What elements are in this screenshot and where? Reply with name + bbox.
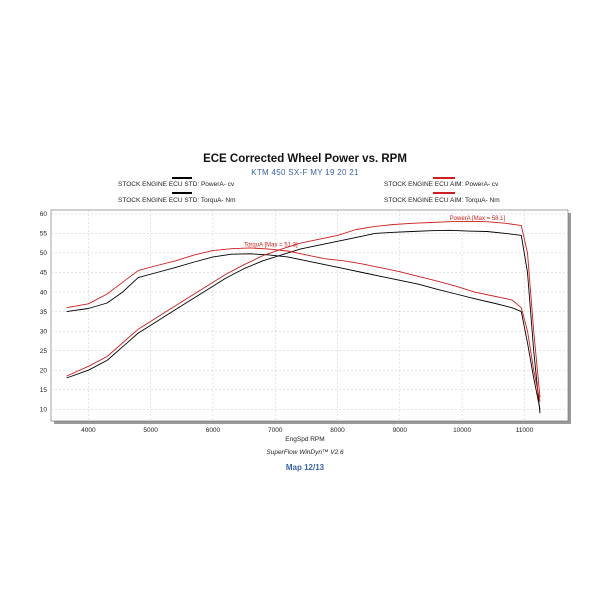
series-line-3: [66, 247, 541, 402]
map-label: Map 12/13: [285, 463, 325, 472]
legend-aim-power: STOCK ENGINE ECU AIM: PowerA- cv: [384, 181, 499, 188]
x-axis-label: EngSpd RPM: [285, 436, 324, 443]
x-tick-label: 9000: [393, 427, 408, 434]
y-tick-label: 20: [40, 367, 48, 374]
chart-title: ECE Corrected Wheel Power vs. RPM: [203, 153, 407, 165]
y-tick-label: 35: [40, 309, 48, 316]
legend-swatch-aim-power: [433, 177, 455, 179]
chart-subtitle: KTM 450 SX-F MY 19 20 21: [251, 168, 359, 177]
x-tick-label: 5000: [143, 427, 158, 434]
legend-swatch-std-torque: [172, 192, 192, 194]
legend-swatch-std-power: [172, 177, 192, 179]
y-tick-label: 30: [40, 328, 48, 335]
x-tick-label: 7000: [268, 427, 283, 434]
x-tick-label: 4000: [81, 427, 96, 434]
series-line-0: [66, 229, 541, 414]
y-tick-label: 40: [40, 289, 48, 296]
y-tick-label: 60: [40, 211, 48, 218]
plot-area: [50, 209, 569, 422]
x-tick-label: 8000: [330, 427, 345, 434]
x-tick-label: 6000: [206, 427, 221, 434]
software-credit: SuperFlow WinDyn™ V2.6: [266, 449, 344, 456]
series-line-2: [66, 220, 541, 398]
y-tick-label: 10: [40, 406, 48, 413]
annotation-1: TorquA [Max = 51.3]: [244, 243, 298, 249]
legend-aim-torque: STOCK ENGINE ECU AIM: TorquA- Nm: [384, 197, 500, 204]
series-line-1: [66, 253, 541, 410]
y-tick-label: 45: [40, 270, 48, 277]
y-tick-label: 15: [40, 387, 48, 394]
y-tick-label: 25: [40, 348, 48, 355]
y-tick-label: 50: [40, 250, 48, 257]
y-tick-label: 55: [40, 231, 48, 238]
x-tick-label: 10000: [453, 427, 471, 434]
legend-std-power: STOCK ENGINE ECU STD: PowerA- cv: [118, 181, 235, 188]
legend-std-torque: STOCK ENGINE ECU STD: TorquA- Nm: [118, 197, 236, 204]
annotation-0: PowerA [Max = 58.1]: [450, 216, 506, 222]
legend-swatch-aim-torque: [433, 192, 455, 194]
x-tick-label: 11000: [516, 427, 534, 434]
